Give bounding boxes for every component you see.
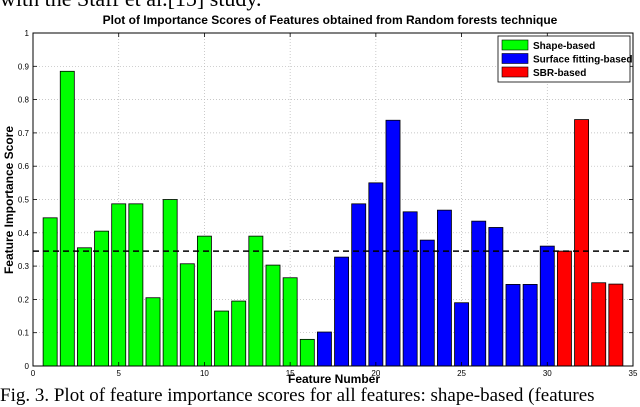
bar: [419, 239, 435, 367]
bar: [77, 247, 92, 367]
x-tick-label: 35: [629, 369, 638, 378]
legend-label: Shape-based: [533, 41, 595, 52]
bar: [539, 245, 555, 367]
x-tick-label: 15: [286, 369, 295, 378]
y-tick-label: 0: [25, 362, 30, 371]
x-tick-label: 30: [543, 369, 552, 378]
y-tick-label: 0.1: [18, 329, 30, 338]
bar: [608, 283, 624, 367]
legend-label: Surface fitting-based: [533, 55, 632, 66]
bar: [488, 227, 504, 367]
y-tick-label: 0.5: [18, 196, 30, 205]
bar: [402, 211, 418, 367]
x-tick-label: 20: [371, 369, 380, 378]
y-tick-label: 0.7: [18, 129, 30, 138]
bar: [265, 264, 281, 367]
y-tick-label: 0.4: [18, 229, 30, 238]
x-tick-label: 10: [200, 369, 209, 378]
bar: [316, 331, 332, 367]
x-tick-label: 0: [31, 369, 36, 378]
bar: [145, 297, 161, 367]
y-tick-label: 0.2: [18, 295, 30, 304]
top-paper-text: with the Staff et al.[15] study.: [0, 0, 262, 12]
bar: [248, 235, 264, 367]
y-axis-label: Feature Importance Score: [2, 126, 16, 274]
bar: [574, 119, 589, 367]
y-tick-label: 0.9: [18, 62, 30, 71]
bar: [299, 338, 315, 367]
x-tick-label: 5: [116, 369, 121, 378]
figure-caption: Fig. 3. Plot of feature importance score…: [0, 385, 595, 406]
bar: [471, 220, 487, 367]
bar: [351, 203, 367, 367]
bar: [282, 277, 298, 367]
bar: [557, 250, 572, 367]
bar: [385, 119, 401, 367]
bar: [179, 263, 195, 367]
x-tick-label: 25: [457, 369, 466, 378]
legend-label: SBR-based: [533, 68, 586, 79]
bar: [505, 284, 521, 367]
bar: [522, 284, 538, 367]
bar: [231, 300, 247, 367]
bar: [591, 282, 607, 367]
legend-swatch: [501, 39, 529, 51]
y-tick-label: 1: [25, 29, 30, 38]
bar: [454, 302, 469, 367]
y-tick-label: 0.6: [18, 162, 30, 171]
legend-swatch: [501, 66, 529, 78]
y-tick-label: 0.8: [18, 96, 30, 105]
bar: [42, 217, 58, 367]
bar: [436, 209, 452, 367]
chart-title: Plot of Importance Scores of Features ob…: [103, 13, 558, 27]
bar: [59, 70, 75, 367]
bar: [162, 199, 178, 367]
bar: [334, 256, 349, 367]
bar: [368, 182, 384, 367]
bar: [214, 310, 230, 367]
x-axis-label: Feature Number: [288, 372, 380, 386]
bar: [196, 235, 212, 367]
legend-swatch: [501, 53, 529, 64]
y-tick-label: 0.3: [18, 262, 30, 271]
bar: [111, 203, 127, 367]
bar: [128, 203, 144, 367]
